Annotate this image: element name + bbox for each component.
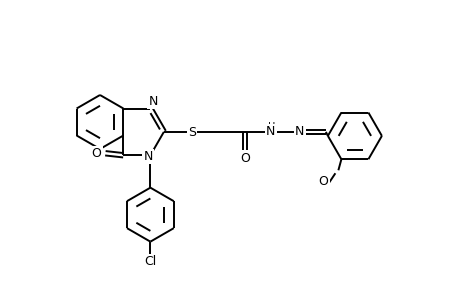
- Text: N: N: [266, 125, 275, 138]
- Text: O: O: [318, 175, 328, 188]
- Text: N: N: [295, 125, 304, 138]
- Text: N: N: [143, 150, 153, 163]
- Text: H: H: [268, 122, 275, 132]
- Text: N: N: [148, 95, 158, 108]
- Text: Cl: Cl: [144, 255, 156, 268]
- Text: O: O: [91, 147, 101, 160]
- Text: O: O: [240, 152, 249, 165]
- Text: S: S: [187, 126, 196, 140]
